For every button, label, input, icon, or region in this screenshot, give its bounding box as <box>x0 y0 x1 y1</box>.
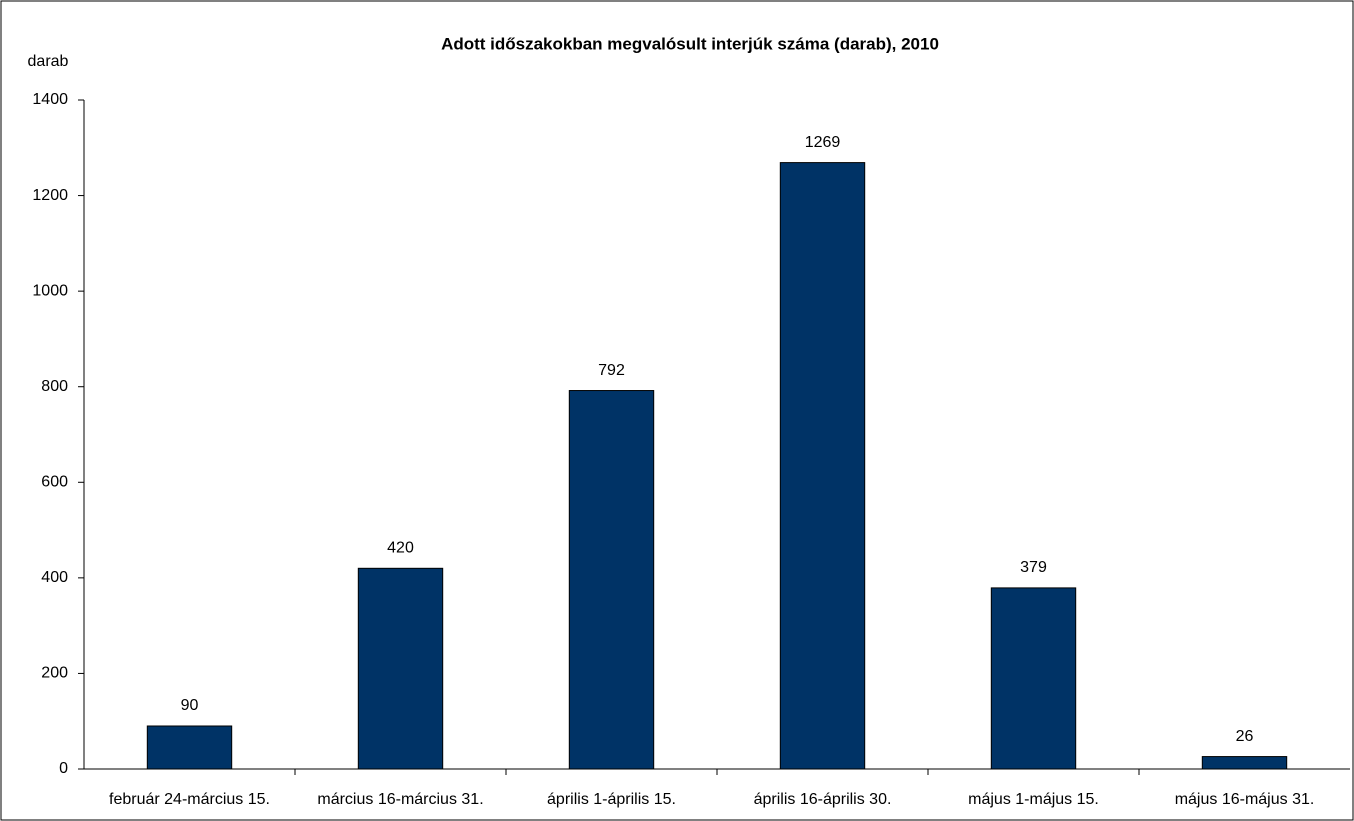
y-tick-label: 400 <box>41 569 68 586</box>
x-tick-label: május 16-május 31. <box>1175 791 1315 808</box>
data-label: 90 <box>181 697 199 714</box>
x-tick-label: április 1-április 15. <box>547 791 676 808</box>
data-label: 379 <box>1020 559 1047 576</box>
bar <box>1201 756 1288 770</box>
x-tick-label: május 1-május 15. <box>968 791 1099 808</box>
bar <box>568 390 655 770</box>
y-tick-label: 600 <box>41 474 68 491</box>
y-tick-label: 1400 <box>32 91 68 108</box>
x-tick-label: április 16-április 30. <box>754 791 892 808</box>
bar <box>357 567 444 770</box>
y-axis-label: darab <box>28 53 69 70</box>
y-tick-label: 0 <box>59 760 68 777</box>
data-label: 26 <box>1236 728 1254 745</box>
bar <box>990 587 1077 770</box>
bar <box>779 162 866 770</box>
chart-title: Adott időszakokban megvalósult interjúk … <box>441 34 939 53</box>
data-label: 792 <box>598 362 625 379</box>
x-tick-label: február 24-március 15. <box>109 791 270 808</box>
y-tick-label: 1000 <box>32 282 68 299</box>
y-tick-label: 200 <box>41 665 68 682</box>
x-tick-label: március 16-március 31. <box>317 791 483 808</box>
data-label: 420 <box>387 540 414 557</box>
y-tick-label: 1200 <box>32 187 68 204</box>
data-label: 1269 <box>805 134 841 151</box>
y-tick-label: 800 <box>41 378 68 395</box>
bar <box>146 725 233 770</box>
